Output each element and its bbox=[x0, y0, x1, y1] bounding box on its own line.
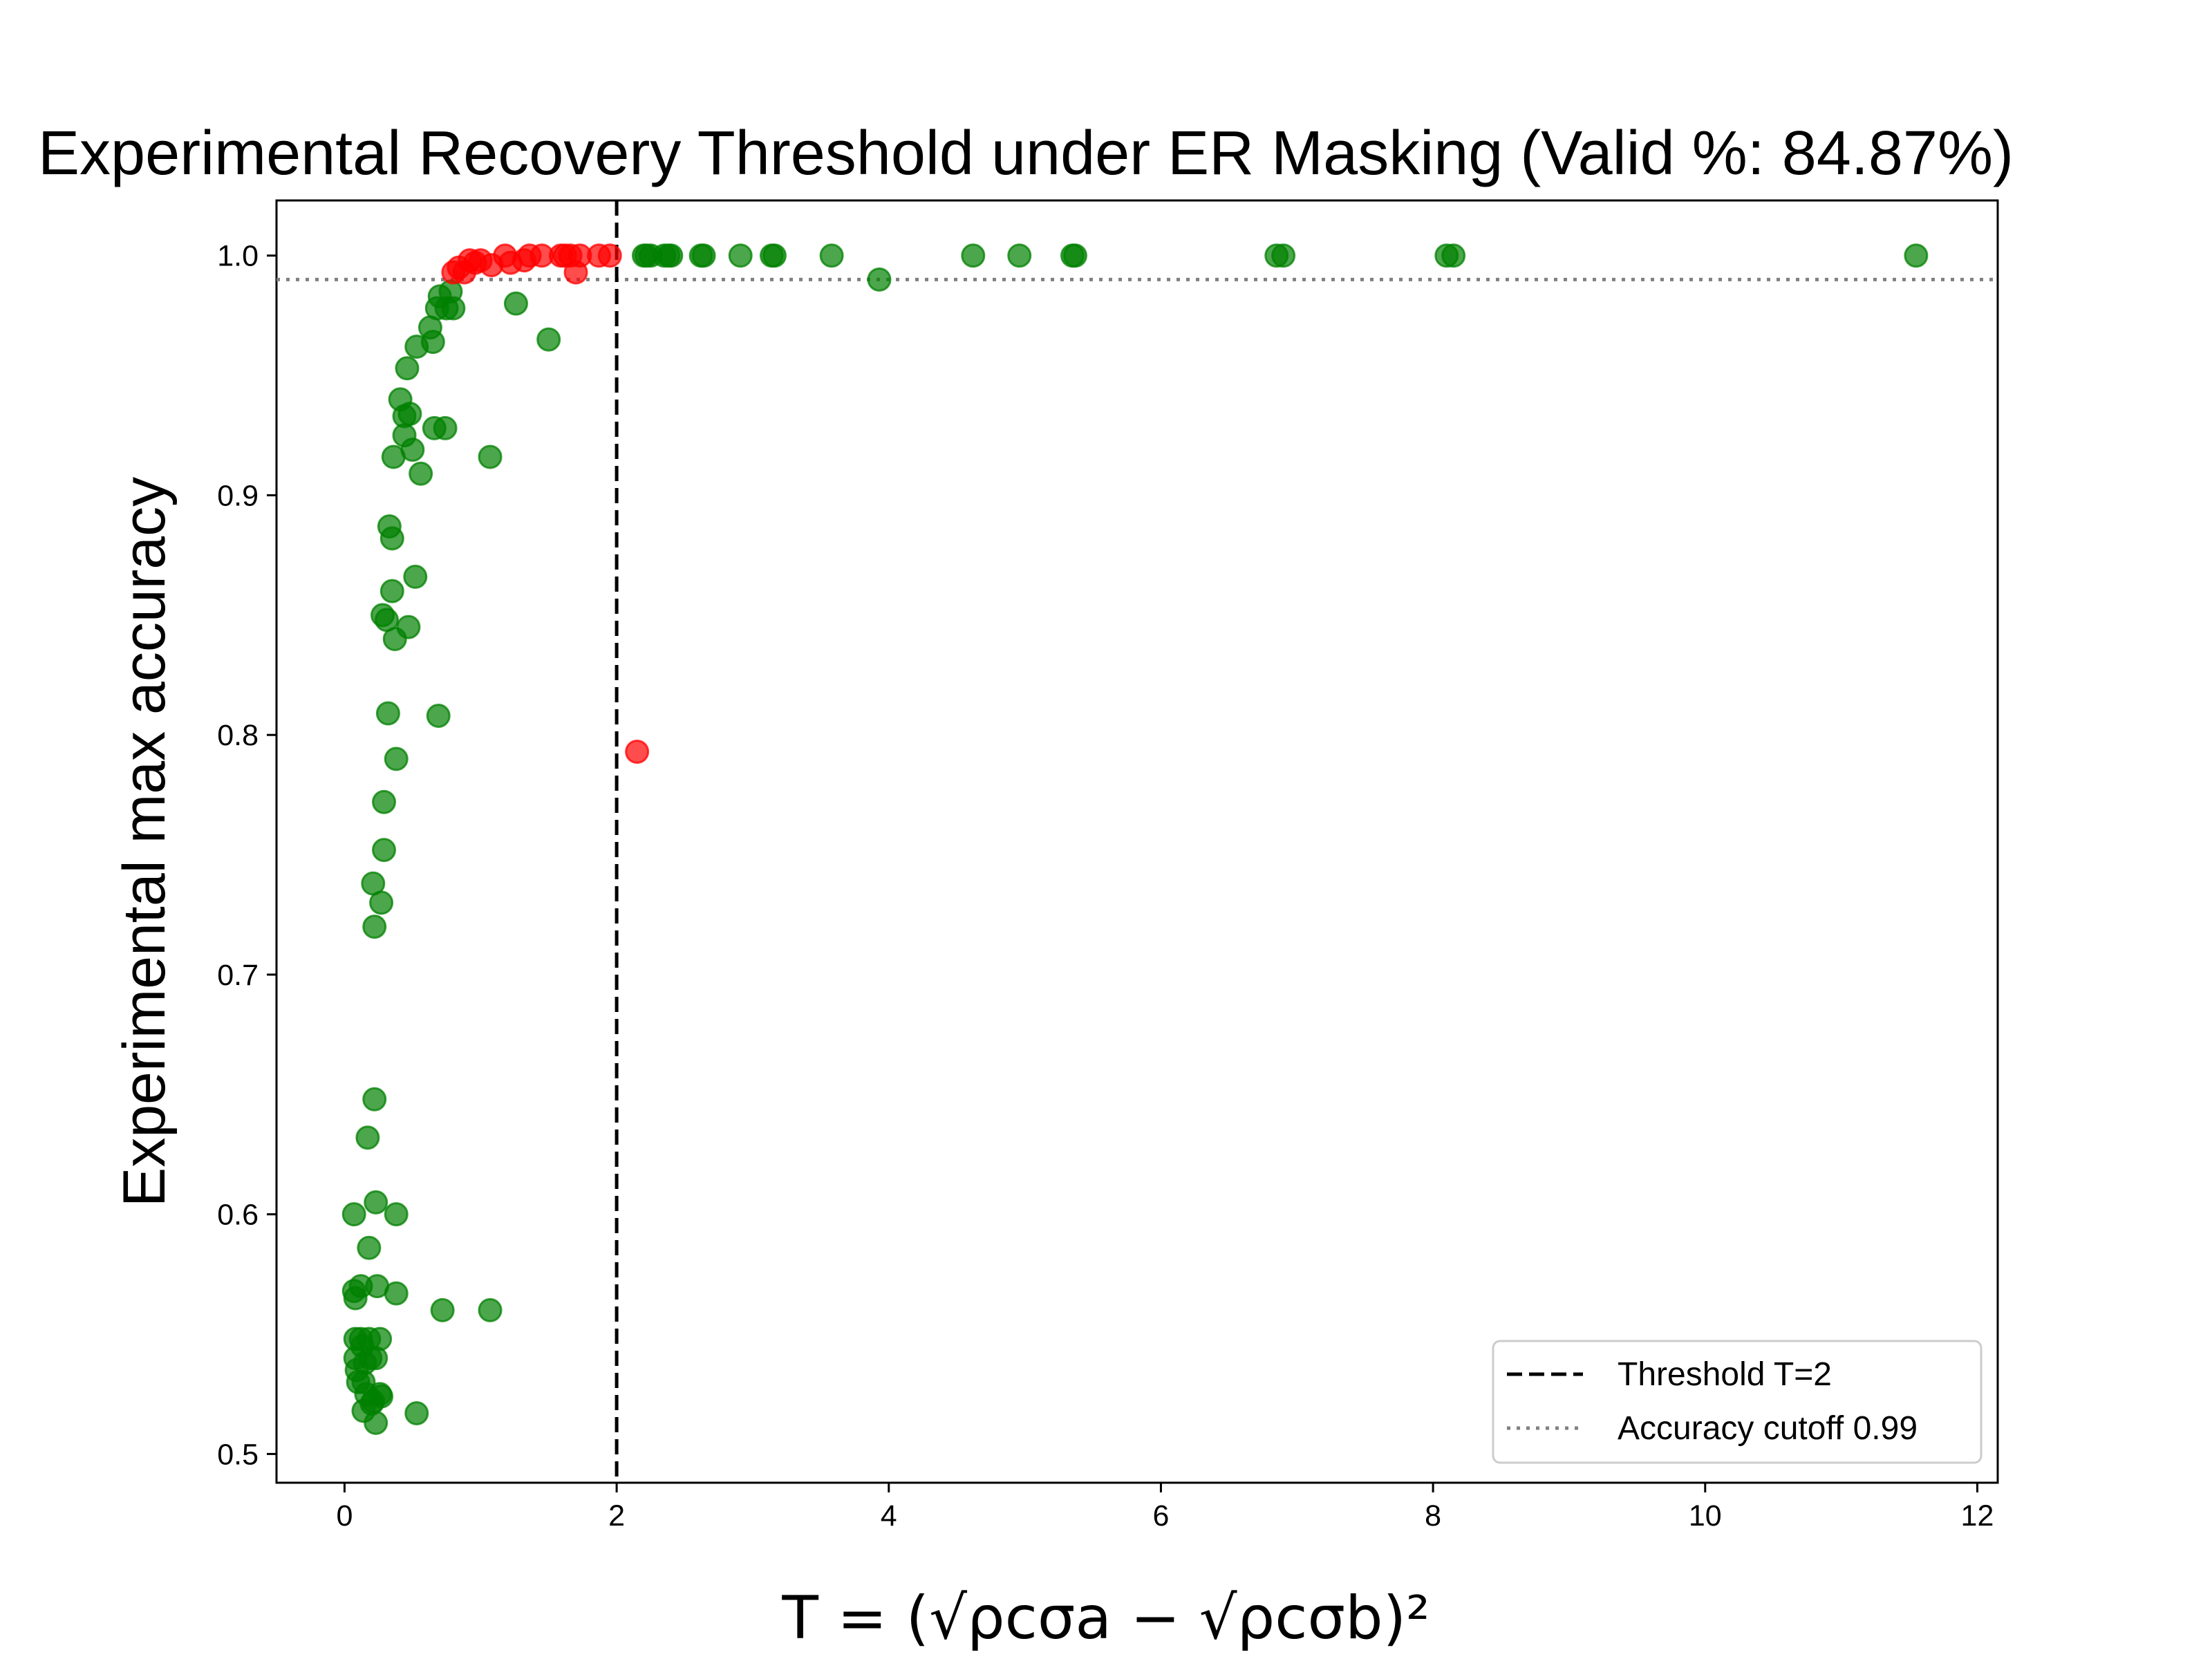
valid-point bbox=[341, 1202, 366, 1227]
valid-point bbox=[364, 1190, 388, 1215]
legend-threshold-label: Threshold T=2 bbox=[1618, 1356, 1832, 1393]
valid-point bbox=[728, 243, 753, 268]
valid-point bbox=[1007, 243, 1032, 268]
y-tick-label: 0.6 bbox=[217, 1199, 259, 1232]
x-tick-label: 2 bbox=[608, 1499, 625, 1533]
valid-point bbox=[409, 461, 433, 486]
y-tick-label: 1.0 bbox=[217, 240, 259, 273]
valid-point bbox=[478, 1297, 503, 1322]
y-tick-label: 0.5 bbox=[217, 1438, 259, 1471]
x-tick-label: 8 bbox=[1425, 1499, 1441, 1533]
valid-point bbox=[430, 1297, 455, 1322]
reference-lines bbox=[276, 200, 1998, 1483]
valid-point bbox=[691, 243, 716, 268]
valid-point bbox=[659, 243, 684, 268]
valid-point bbox=[420, 330, 445, 355]
x-tick-label: 12 bbox=[1961, 1499, 1994, 1533]
y-tick-label: 0.8 bbox=[217, 719, 259, 752]
valid-point bbox=[379, 526, 404, 551]
x-tick-label: 4 bbox=[881, 1499, 897, 1533]
y-axis-ticks: 0.5 0.6 0.7 0.8 0.9 1.0 bbox=[217, 240, 276, 1471]
valid-point bbox=[441, 296, 466, 321]
axes-frame bbox=[275, 199, 1999, 1484]
y-tick-label: 0.9 bbox=[217, 479, 259, 512]
valid-point bbox=[384, 747, 409, 771]
valid-point bbox=[364, 1410, 388, 1435]
x-axis-ticks: 0 2 4 6 8 10 12 bbox=[336, 1483, 1994, 1533]
valid-point bbox=[397, 402, 422, 427]
valid-point bbox=[762, 243, 787, 268]
valid-point bbox=[384, 1281, 409, 1306]
valid-point bbox=[396, 615, 421, 639]
y-axis-label: Experimental max accuracy bbox=[111, 477, 178, 1207]
valid-point bbox=[368, 1327, 393, 1351]
valid-point bbox=[369, 890, 394, 915]
valid-point bbox=[375, 701, 400, 726]
x-tick-label: 0 bbox=[336, 1499, 353, 1533]
valid-point bbox=[536, 327, 561, 352]
valid-point bbox=[395, 356, 420, 381]
valid-point bbox=[404, 1400, 429, 1425]
plot-area: 0 2 4 6 8 10 12 0.5 0.6 0.7 0.8 0.9 1.0 bbox=[217, 199, 1999, 1533]
legend-cutoff-label: Accuracy cutoff 0.99 bbox=[1618, 1410, 1918, 1447]
valid-point bbox=[355, 1125, 380, 1150]
valid-point bbox=[372, 838, 397, 863]
valid-point bbox=[384, 1202, 409, 1227]
y-tick-label: 0.7 bbox=[217, 959, 259, 992]
valid-point bbox=[1904, 243, 1929, 268]
valid-point bbox=[867, 267, 892, 292]
valid-point bbox=[357, 1235, 382, 1260]
valid-point bbox=[379, 579, 404, 603]
data-points bbox=[341, 243, 1929, 1435]
x-axis-label: T = (√ρcσa − √ρcσb)² bbox=[781, 1584, 1430, 1653]
legend: Threshold T=2 Accuracy cutoff 0.99 bbox=[1492, 1340, 1983, 1464]
valid-point bbox=[400, 438, 425, 462]
valid-point bbox=[961, 243, 986, 268]
x-tick-label: 6 bbox=[1152, 1499, 1169, 1533]
chart-title: Experimental Recovery Threshold under ER… bbox=[38, 119, 2014, 188]
valid-point bbox=[362, 915, 387, 939]
valid-point bbox=[433, 415, 458, 440]
valid-point bbox=[478, 444, 503, 469]
valid-point bbox=[362, 1087, 387, 1112]
invalid-point bbox=[597, 243, 622, 268]
valid-point bbox=[426, 703, 451, 728]
invalid-point bbox=[625, 739, 650, 764]
valid-point bbox=[503, 291, 528, 316]
valid-point bbox=[1062, 243, 1087, 268]
x-tick-label: 10 bbox=[1689, 1499, 1722, 1533]
valid-point bbox=[372, 789, 397, 814]
valid-point bbox=[403, 564, 428, 589]
valid-point bbox=[819, 243, 844, 268]
valid-point bbox=[369, 1384, 394, 1409]
valid-point bbox=[1271, 243, 1296, 268]
valid-point bbox=[1441, 243, 1466, 268]
legend-box bbox=[1492, 1340, 1983, 1464]
